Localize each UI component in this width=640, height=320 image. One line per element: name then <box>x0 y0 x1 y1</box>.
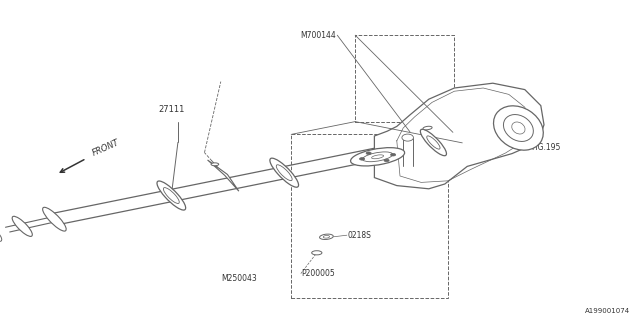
Ellipse shape <box>493 106 543 150</box>
Bar <box>291 134 448 298</box>
Polygon shape <box>207 160 239 191</box>
Ellipse shape <box>211 163 219 166</box>
Ellipse shape <box>157 181 186 210</box>
Ellipse shape <box>270 158 299 187</box>
Ellipse shape <box>43 207 66 231</box>
Ellipse shape <box>427 136 440 149</box>
Bar <box>355 35 454 122</box>
Ellipse shape <box>384 159 389 162</box>
Ellipse shape <box>312 251 322 255</box>
Text: 0218S: 0218S <box>348 231 371 240</box>
Ellipse shape <box>0 224 2 241</box>
Ellipse shape <box>319 234 333 239</box>
Ellipse shape <box>163 188 179 204</box>
Ellipse shape <box>372 155 383 159</box>
Text: M250043: M250043 <box>221 274 257 283</box>
Text: P200005: P200005 <box>301 269 335 278</box>
Text: M700144: M700144 <box>300 31 336 40</box>
Ellipse shape <box>420 129 447 156</box>
Ellipse shape <box>512 122 525 134</box>
Text: A199001074: A199001074 <box>585 308 630 314</box>
Ellipse shape <box>504 115 533 141</box>
Ellipse shape <box>366 152 371 155</box>
Ellipse shape <box>12 216 33 236</box>
Ellipse shape <box>323 236 330 238</box>
Ellipse shape <box>363 152 392 162</box>
Ellipse shape <box>276 165 292 180</box>
Text: 27111: 27111 <box>158 105 185 114</box>
Ellipse shape <box>351 148 404 166</box>
Ellipse shape <box>402 134 413 141</box>
Text: FIG.195: FIG.195 <box>531 143 561 152</box>
Polygon shape <box>374 83 544 189</box>
Ellipse shape <box>423 126 432 130</box>
Ellipse shape <box>390 154 396 156</box>
Ellipse shape <box>360 158 365 160</box>
Text: FRONT: FRONT <box>91 138 121 157</box>
